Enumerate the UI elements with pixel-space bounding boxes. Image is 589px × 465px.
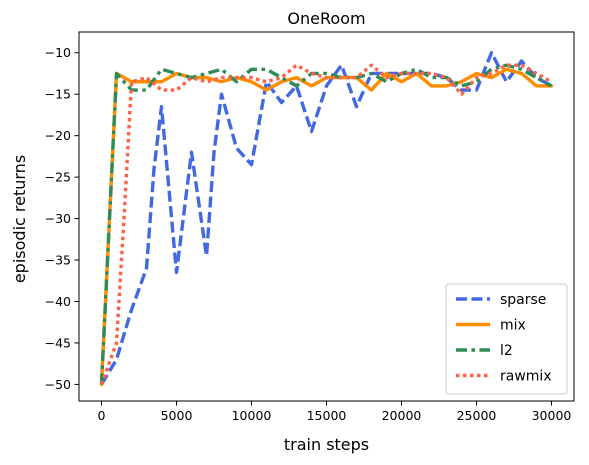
x-tick-label: 15000 <box>307 408 347 423</box>
x-axis: 0 5000 10000 15000 20000 25000 30000 <box>98 401 572 423</box>
x-tick-label: 20000 <box>382 408 422 423</box>
series-line-sparse <box>100 51 553 386</box>
y-tick-label: −15 <box>45 87 71 102</box>
y-tick-label: −35 <box>45 253 71 268</box>
legend-label-sparse: sparse <box>500 292 546 308</box>
x-tick-label: 10000 <box>232 408 272 423</box>
y-tick-label: −40 <box>45 294 71 309</box>
legend: sparse mix l2 rawmix <box>445 283 568 395</box>
y-tick-label: −20 <box>45 128 71 143</box>
legend-label-mix: mix <box>500 318 526 334</box>
y-tick-label: −50 <box>45 377 71 392</box>
y-tick-label: −30 <box>45 211 71 226</box>
x-axis-title: train steps <box>284 435 369 454</box>
x-tick-label: 25000 <box>457 408 497 423</box>
series-line-l2 <box>99 63 553 385</box>
chart-title: OneRoom <box>287 9 365 28</box>
y-tick-label: −10 <box>45 45 71 60</box>
legend-label-rawmix: rawmix <box>500 369 552 385</box>
y-tick-label: −25 <box>45 170 71 185</box>
y-axis: −50 −45 −40 −35 −30 −25 −20 −15 −10 <box>45 45 79 392</box>
plot-lines <box>99 51 554 387</box>
x-tick-label: 30000 <box>532 408 572 423</box>
legend-box <box>445 283 568 395</box>
x-tick-label: 5000 <box>161 408 193 423</box>
legend-label-l2: l2 <box>500 343 513 359</box>
y-tick-label: −45 <box>45 335 71 350</box>
x-tick-label: 0 <box>98 408 106 423</box>
y-axis-title: episodic returns <box>10 155 29 283</box>
series-line-rawmix <box>99 63 553 385</box>
